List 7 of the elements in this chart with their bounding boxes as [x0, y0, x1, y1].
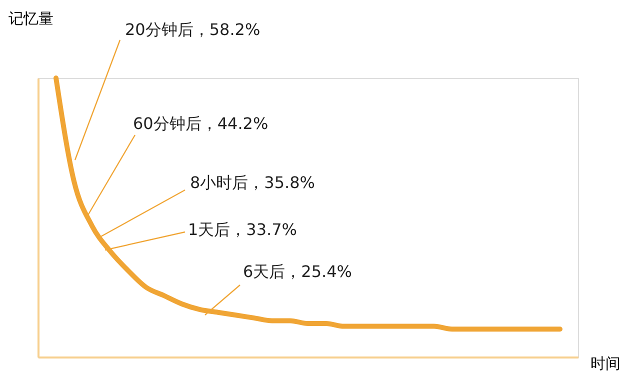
- y-axis-title: 记忆量: [8, 10, 54, 28]
- annotation: 6天后，25.4%: [243, 262, 352, 281]
- x-axis-title: 时间: [590, 354, 620, 372]
- annotation: 60分钟后，44.2%: [133, 114, 268, 133]
- text: 20分钟后，58.2%: [125, 20, 260, 39]
- annotation: 8小时后，35.8%: [190, 173, 316, 192]
- annotation: 1天后，33.7%: [188, 220, 298, 239]
